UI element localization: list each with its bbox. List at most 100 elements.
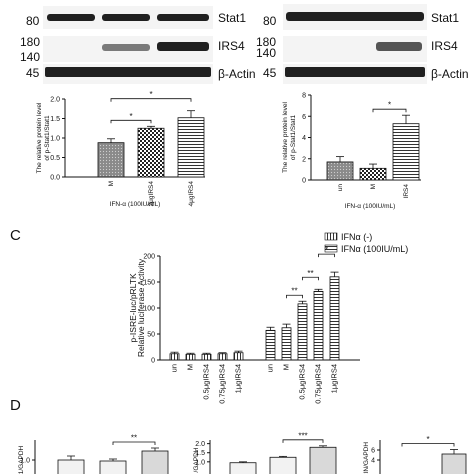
significance-bracket — [372, 108, 407, 113]
y-tick-label: 1.0 — [195, 459, 205, 466]
significance-bracket — [302, 276, 319, 281]
panel-label-d: D — [10, 397, 21, 414]
y-tick-label: 0 — [151, 358, 155, 365]
y-tick-label: 1.0 — [20, 458, 30, 465]
y-tick-label: 1.5 — [50, 116, 60, 123]
y-axis-label: Relative luciferase Activity — [136, 258, 146, 357]
x-tick-label: un — [170, 364, 179, 372]
significance-label: * — [388, 101, 391, 110]
significance-label: * — [325, 246, 328, 255]
significance-label: ** — [291, 287, 297, 296]
bar — [141, 450, 169, 474]
band — [47, 14, 95, 21]
significance-bracket — [112, 441, 156, 445]
bar — [217, 353, 228, 361]
band — [157, 42, 209, 51]
x-tick-label: 1μgIRS4 — [234, 364, 243, 393]
blot-left: 80 Stat1 180 140 IRS4 45 β-Actin — [20, 6, 256, 84]
y-tick-label: 50 — [147, 332, 155, 339]
x-tick-label: 2μgIRS4 — [148, 181, 155, 207]
blot-right-label-actin: β-Actin — [431, 67, 469, 81]
significance-bracket — [401, 443, 455, 447]
x-tick-label: M — [282, 364, 291, 370]
x-axis-label: IFN-α (100IU/mL) — [110, 201, 161, 208]
significance-bracket — [318, 253, 335, 258]
y-tick-label: 0 — [302, 178, 306, 185]
bar — [137, 127, 165, 178]
bar — [177, 117, 205, 178]
x-tick-label: M — [186, 364, 195, 370]
y-tick-label: 6 — [371, 448, 375, 455]
x-tick-label: 0.5μgIRS4 — [202, 364, 211, 400]
legend-label-0: IFNα (-) — [341, 232, 372, 242]
significance-label: ** — [307, 269, 313, 278]
x-tick-label: 4μgIRS4 — [188, 181, 195, 207]
bar — [309, 446, 337, 474]
y-axis-label: RIN/GAPDH — [363, 442, 370, 474]
significance-label: ** — [131, 434, 137, 443]
blot-right-mw-80: 80 — [263, 14, 277, 28]
bar — [441, 453, 467, 474]
x-tick-label: un — [266, 364, 275, 372]
y-axis-label: /GAPDH — [193, 447, 200, 472]
significance-bracket — [282, 439, 324, 443]
blot-left-label-stat1: Stat1 — [218, 11, 246, 25]
bar — [313, 290, 324, 361]
bar — [99, 460, 127, 474]
blot-right-mw-180: 180 — [256, 35, 276, 49]
blot-left-mw-180: 180 — [20, 35, 40, 49]
y-tick-label: 2 — [302, 156, 306, 163]
y-tick-label: 200 — [143, 254, 155, 261]
charts-layer: 0.0 0.5 1.0 1.5 2.0 The relative protein leve… — [18, 90, 467, 474]
blot-left-label-irs4: IRS4 — [218, 39, 245, 53]
panel-label-c: C — [10, 227, 21, 244]
blot-right-label-irs4: IRS4 — [431, 39, 458, 53]
y-axis-label: of p-Stat1/Stat1 — [44, 115, 51, 161]
x-tick-label: IRS4 — [403, 184, 410, 199]
y-tick-label: 2.0 — [195, 441, 205, 448]
x-axis-label: IFN-α (100IU/mL) — [345, 203, 396, 210]
band — [102, 14, 150, 21]
bar — [281, 327, 292, 361]
y-tick-label: 1.0 — [50, 136, 60, 143]
bar — [269, 456, 297, 474]
bar — [97, 142, 125, 178]
bar — [392, 123, 420, 181]
y-tick-label: 150 — [143, 280, 155, 287]
bar — [329, 276, 340, 361]
bar — [233, 352, 244, 361]
blot-right-mw-140: 140 — [256, 46, 276, 60]
bar — [326, 161, 354, 181]
bar — [297, 303, 308, 361]
blot-right: 80 Stat1 180 140 IRS4 45 β-Actin — [256, 4, 469, 84]
blot-left-label-actin: β-Actin — [218, 67, 256, 81]
bar — [169, 353, 180, 361]
x-tick-label: un — [337, 184, 344, 192]
band — [102, 44, 150, 51]
legend-swatch — [324, 232, 338, 241]
x-tick-label: 0.5μgIRS4 — [298, 364, 307, 400]
y-axis-label: The relative protein level — [282, 102, 289, 173]
band — [286, 12, 424, 21]
y-axis-label: The relative protein level — [36, 102, 43, 173]
blot-left-mw-80: 80 — [26, 14, 40, 28]
significance-label: *** — [298, 431, 307, 440]
blot-right-label-stat1: Stat1 — [431, 11, 459, 25]
bar — [359, 167, 387, 181]
y-tick-label: 6 — [302, 114, 306, 121]
band — [285, 67, 425, 77]
legend-label-1: IFNα (100IU/mL) — [341, 244, 408, 254]
significance-bracket — [110, 98, 192, 102]
y-tick-label: 8 — [302, 93, 306, 100]
x-tick-label: M — [108, 181, 115, 186]
y-tick-label: 0.0 — [50, 175, 60, 182]
x-tick-label: M — [370, 184, 377, 189]
band — [376, 42, 422, 51]
band — [45, 67, 211, 77]
blot-left-mw-45: 45 — [26, 66, 40, 80]
bar — [229, 462, 257, 474]
y-axis-label: of p-Stat1/Stat1 — [290, 115, 297, 161]
y-tick-label: 100 — [143, 306, 155, 313]
y-tick-label: 2.0 — [50, 97, 60, 104]
